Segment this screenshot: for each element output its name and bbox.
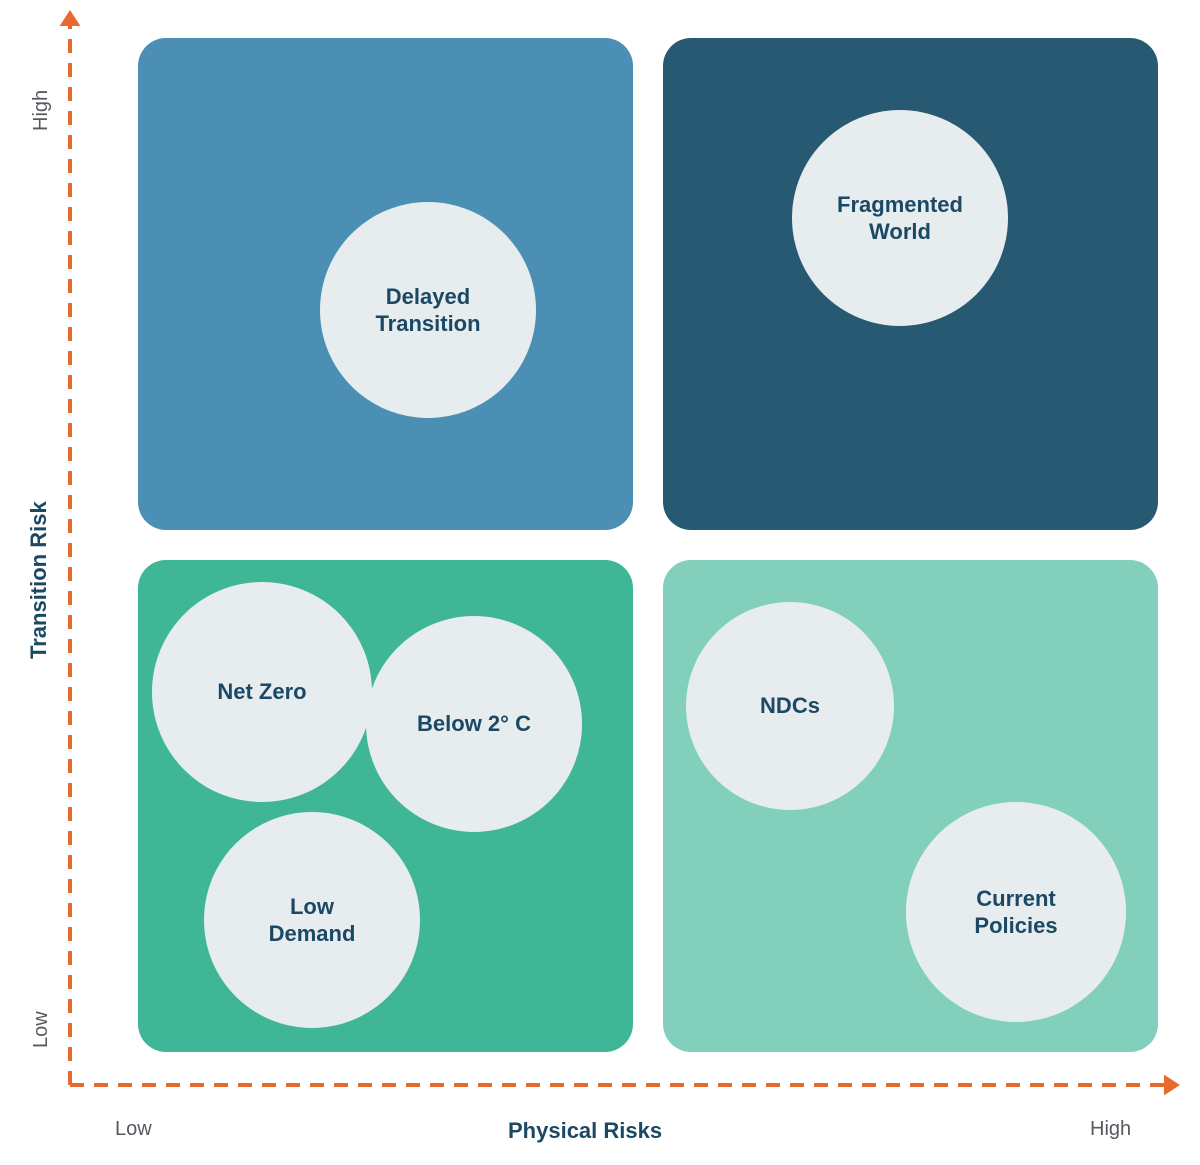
scenario-label: NDCs [760,692,820,720]
scenario-label: Delayed Transition [375,283,480,338]
scenario-net-zero: Net Zero [152,582,372,802]
x-axis-tick-high: High [1090,1118,1131,1141]
scenario-ndcs: NDCs [686,602,894,810]
scenario-current-policies: Current Policies [906,802,1126,1022]
y-axis-label: Transition Risk [26,460,52,700]
y-axis-tick-low: Low [30,1000,53,1060]
scenario-delayed-transition: Delayed Transition [320,202,536,418]
scenario-label: Current Policies [974,885,1057,940]
x-axis-tick-low: Low [115,1118,152,1141]
scenario-label: Below 2° C [417,710,531,738]
scenario-label: Low Demand [269,893,356,948]
scenario-fragmented-world: Fragmented World [792,110,1008,326]
x-axis-label: Physical Risks [508,1118,662,1144]
scenario-label: Fragmented World [837,191,963,246]
scenario-low-demand: Low Demand [204,812,420,1028]
risk-matrix-diagram: High Low Transition Risk Low High Physic… [0,0,1200,1165]
scenario-below-2c: Below 2° C [366,616,582,832]
scenario-label: Net Zero [217,678,306,706]
y-axis-tick-high: High [30,70,53,150]
